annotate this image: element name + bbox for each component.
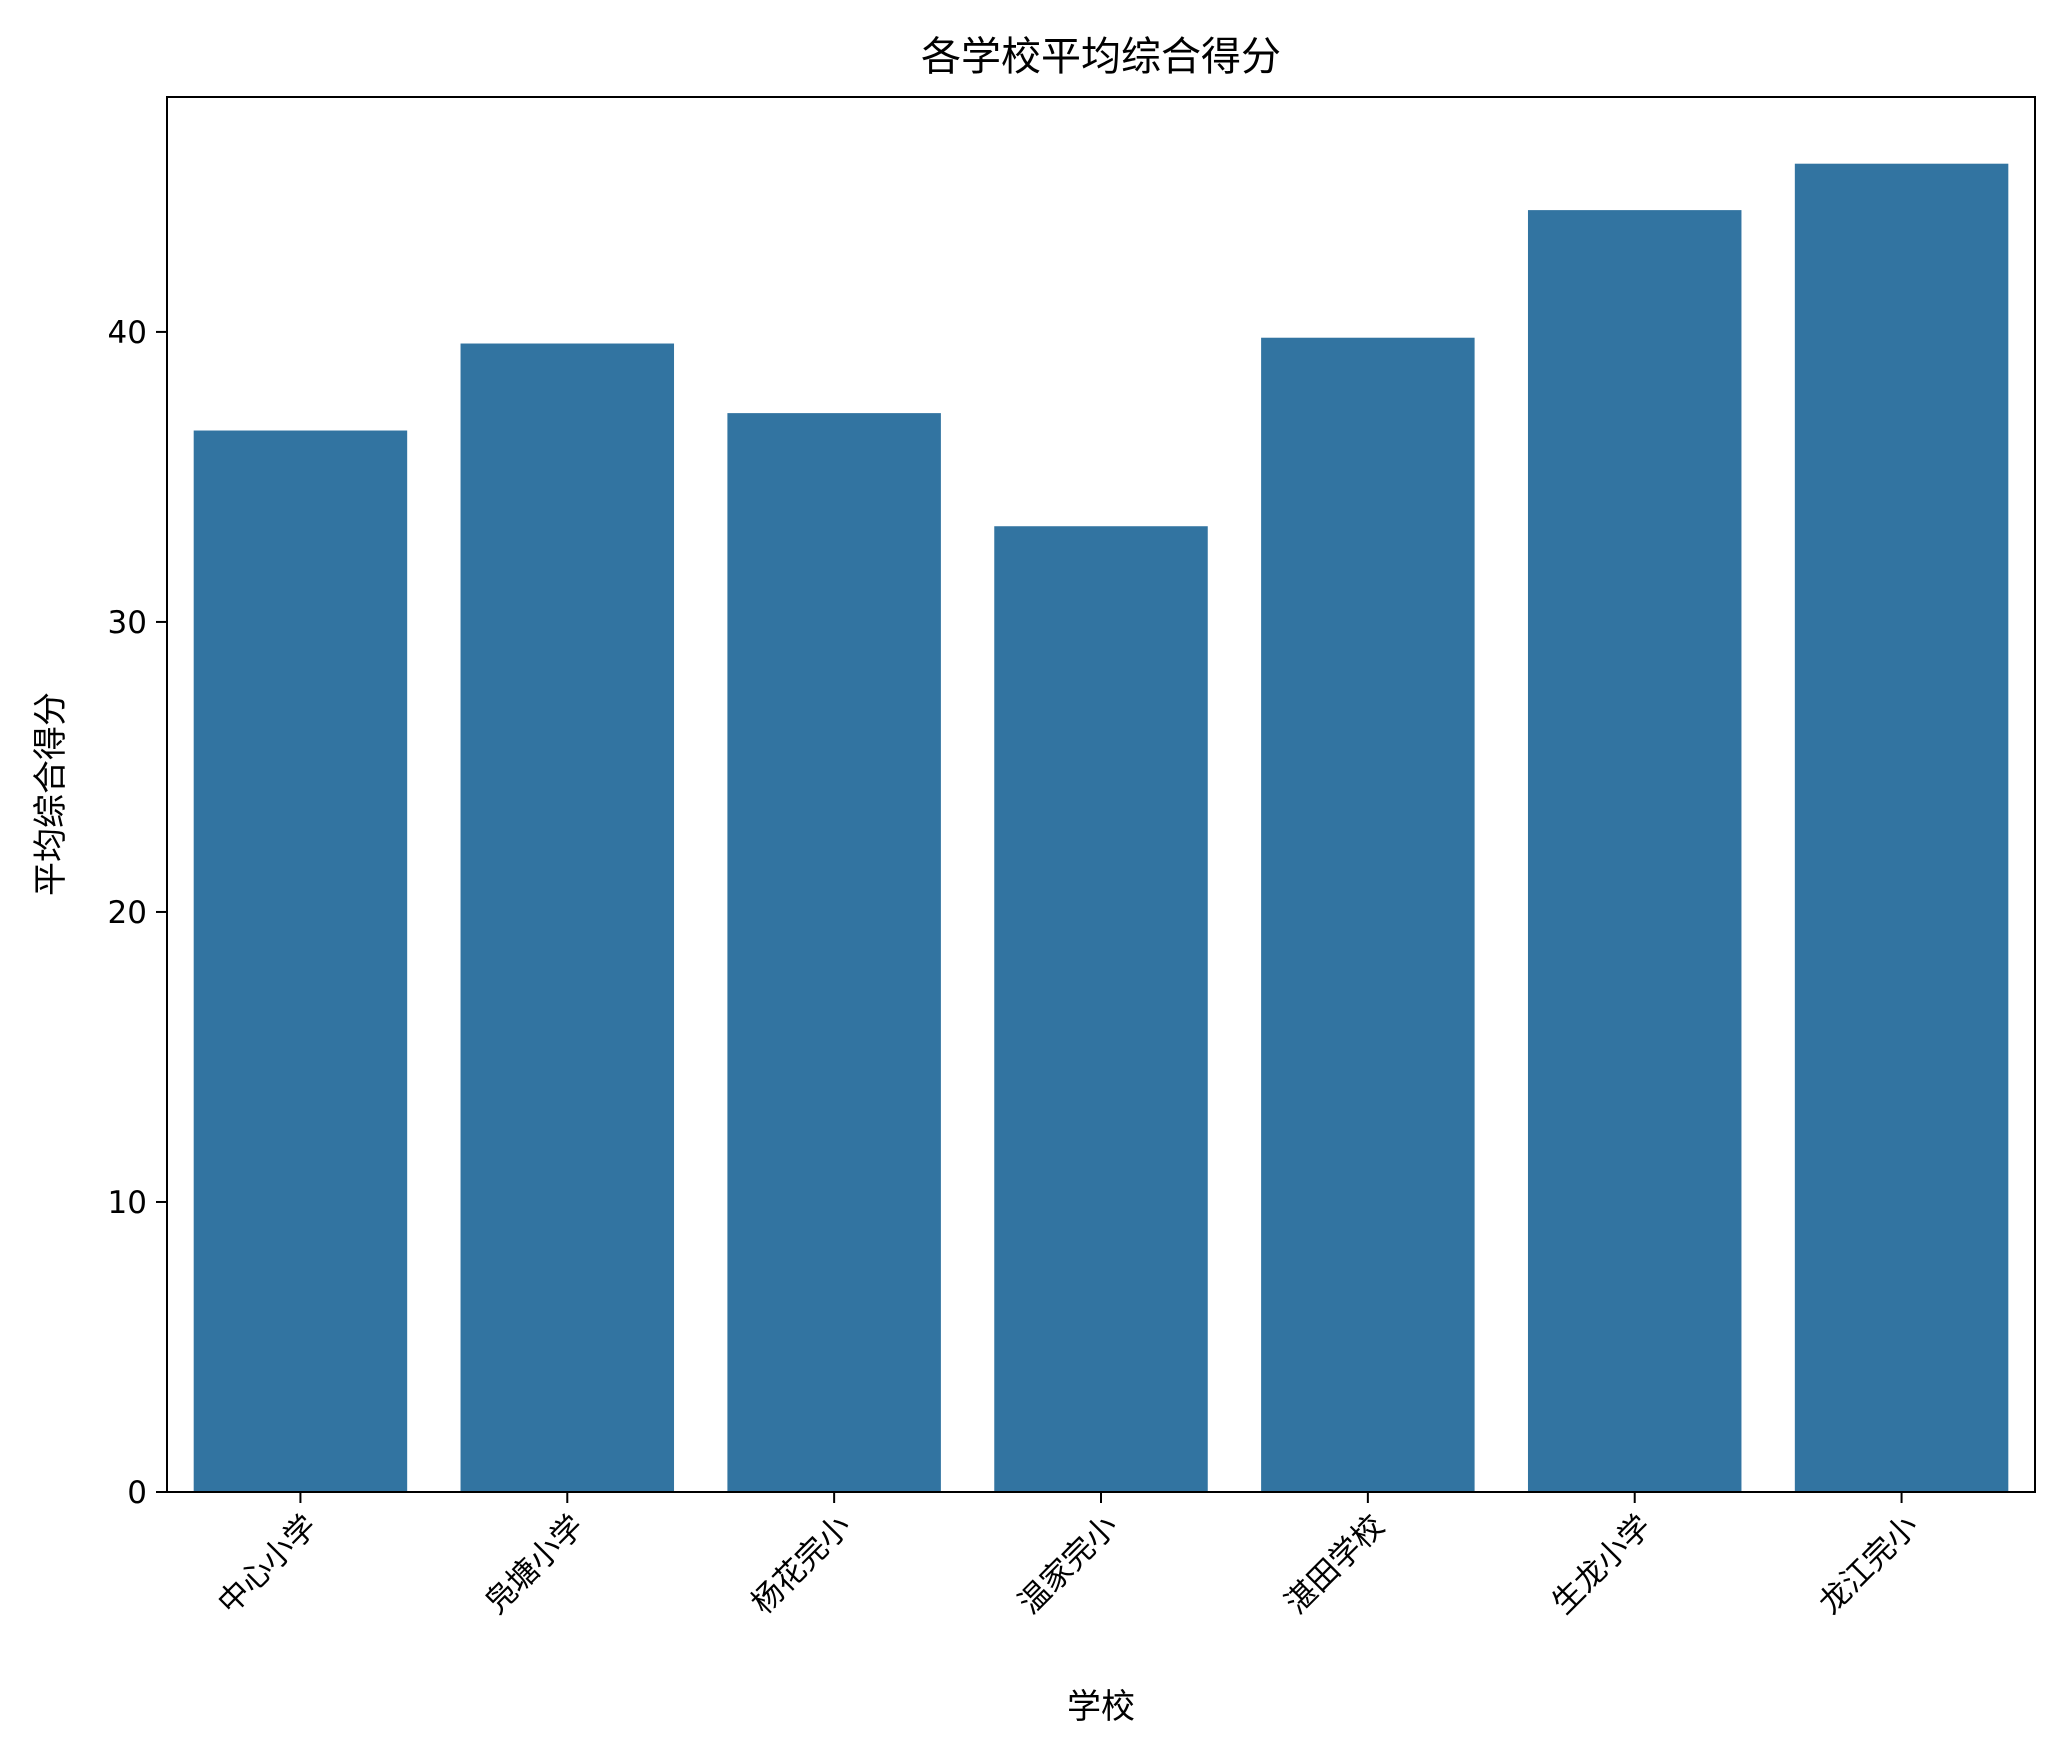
y-tick-label: 0 [127,1475,147,1511]
bar-3 [727,413,941,1492]
bar-1 [193,430,408,1492]
plot-frame [166,96,2036,1493]
bar-4 [994,526,1208,1492]
y-tick-label: 40 [108,315,147,351]
x-axis-label: 学校 [1067,1687,1135,1727]
y-tick-label: 20 [108,895,147,931]
bar-7 [1794,163,2009,1493]
y-tick-label: 30 [108,605,147,641]
bar-5 [1261,337,1475,1493]
y-axis-label: 平均综合得分 [31,692,71,896]
y-tick-label: 10 [108,1185,147,1221]
bar-2 [460,343,675,1492]
bar-6 [1527,210,1742,1493]
chart-title: 各学校平均综合得分 [921,34,1281,80]
y-axis: 0 10 20 30 40 [108,315,167,1511]
bars-layer [193,163,2009,1493]
